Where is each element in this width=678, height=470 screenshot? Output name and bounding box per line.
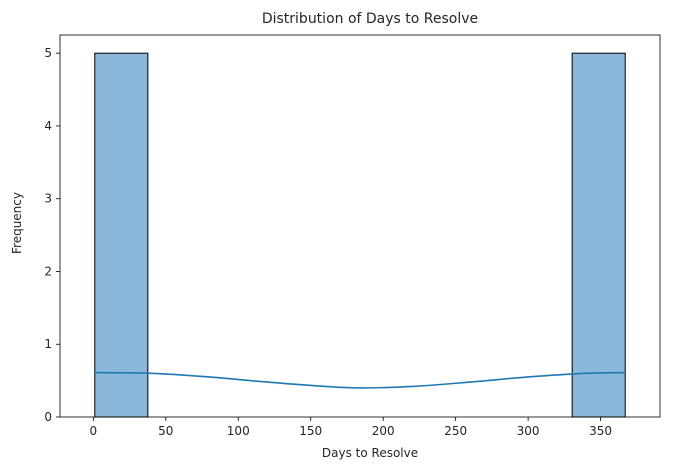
y-tick-label: 1 xyxy=(44,337,52,351)
y-axis: 0 1 2 3 4 5 xyxy=(44,46,60,424)
kde-curve xyxy=(94,371,626,389)
x-tick-label: 300 xyxy=(517,424,540,438)
bars-group xyxy=(94,52,626,418)
histogram-bar-0 xyxy=(94,52,149,418)
x-tick-label: 200 xyxy=(372,424,395,438)
y-tick-label: 0 xyxy=(44,410,52,424)
x-tick-label: 150 xyxy=(299,424,322,438)
x-tick-label: 50 xyxy=(158,424,173,438)
x-tick-label: 350 xyxy=(589,424,612,438)
plot-frame xyxy=(59,34,661,418)
x-axis-label: Days to Resolve xyxy=(322,446,418,460)
x-tick-label: 250 xyxy=(444,424,467,438)
y-tick-label: 4 xyxy=(44,119,52,133)
y-tick-label: 2 xyxy=(44,264,52,278)
x-tick-label: 0 xyxy=(90,424,98,438)
y-tick-label: 3 xyxy=(44,192,52,206)
x-tick-label: 100 xyxy=(227,424,250,438)
y-tick-label: 5 xyxy=(44,46,52,60)
x-axis: 0 50 100 150 200 250 300 350 xyxy=(90,417,612,438)
histogram-bar-9 xyxy=(571,52,626,418)
y-axis-label: Frequency xyxy=(10,192,24,254)
chart-title: Distribution of Days to Resolve xyxy=(262,11,478,27)
